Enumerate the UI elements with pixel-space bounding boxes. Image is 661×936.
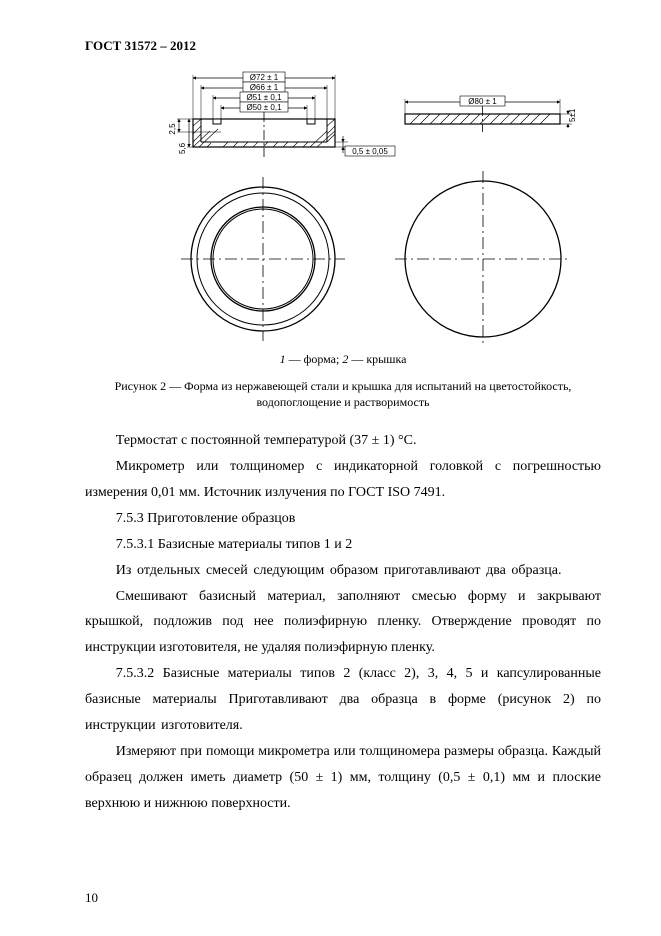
figure-2-diagram: Ø72 ± 1 Ø66 ± 1 Ø51 ± 0,1 Ø50 ± 0,1 2,5 — [85, 69, 601, 344]
standard-code: ГОСТ 31572 – 2012 — [85, 38, 196, 53]
body-text: Термостат с постоянной температурой (37 … — [85, 428, 601, 816]
figure-caption: Рисунок 2 — Форма из нержавеющей стали и… — [85, 379, 601, 410]
svg-text:5±1: 5±1 — [568, 108, 577, 122]
section-7-5-3: 7.5.3 Приготовление образцов — [85, 506, 601, 532]
page-number: 10 — [85, 890, 98, 906]
svg-text:Ø51 ± 0,1: Ø51 ± 0,1 — [246, 93, 282, 102]
svg-text:0,5 ± 0,05: 0,5 ± 0,05 — [352, 147, 388, 156]
paragraph-6: Смешивают базисный материал, заполняют с… — [85, 584, 601, 662]
svg-text:Ø80 ± 1: Ø80 ± 1 — [468, 97, 497, 106]
legend-text-1: — форма; — [286, 352, 343, 366]
paragraph-2: Микрометр или толщиномер с индикаторной … — [85, 454, 601, 506]
figure-legend: 1 — форма; 2 — крышка — [85, 352, 601, 367]
paragraph-5: Из отдельных смесей следующим образом пр… — [85, 558, 601, 584]
paragraph-1: Термостат с постоянной температурой (37 … — [85, 428, 601, 454]
legend-text-2: — крышка — [348, 352, 406, 366]
svg-text:Ø50 ± 0,1: Ø50 ± 0,1 — [246, 103, 282, 112]
paragraph-8: Измеряют при помощи микрометра или толщи… — [85, 739, 601, 817]
svg-text:Ø72 ± 1: Ø72 ± 1 — [250, 73, 279, 82]
section-7-5-3-1: 7.5.3.1 Базисные материалы типов 1 и 2 — [85, 532, 601, 558]
svg-text:Ø66 ± 1: Ø66 ± 1 — [250, 83, 279, 92]
document-header: ГОСТ 31572 – 2012 — [85, 38, 601, 54]
svg-text:2,5: 2,5 — [168, 123, 177, 135]
svg-text:5,6: 5,6 — [178, 142, 187, 154]
section-7-5-3-2: 7.5.3.2 Базисные материалы типов 2 (клас… — [85, 661, 601, 739]
